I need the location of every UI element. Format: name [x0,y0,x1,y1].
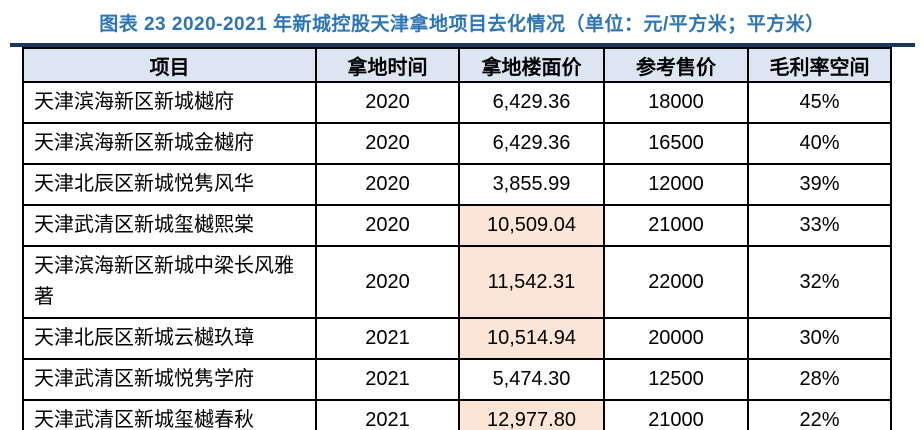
table-row: 天津滨海新区新城中梁长风雅著 2020 11,542.31 22000 32% [22,245,892,319]
table-body: 天津滨海新区新城樾府 2020 6,429.36 18000 45% 天津滨海新… [22,81,892,430]
table-row: 天津滨海新区新城金樾府 2020 6,429.36 16500 40% [22,122,892,165]
cell-land-date: 2020 [315,245,460,319]
cell-land-date: 2020 [315,122,460,165]
cell-project: 天津滨海新区新城中梁长风雅著 [22,245,317,319]
cell-project: 天津北辰区新城悦隽风华 [22,163,317,206]
cell-project: 天津滨海新区新城金樾府 [22,122,317,165]
cell-land-date: 2021 [315,399,460,430]
cell-floor-price: 3,855.99 [458,163,605,206]
cell-floor-price: 6,429.36 [458,122,605,165]
table-row: 天津北辰区新城悦隽风华 2020 3,855.99 12000 39% [22,163,892,206]
cell-gross-margin: 22% [747,399,892,430]
cell-gross-margin: 39% [747,163,892,206]
cell-gross-margin: 30% [747,317,892,360]
table-row: 天津武清区新城玺樾熙棠 2020 10,509.04 21000 33% [22,204,892,247]
cell-project: 天津北辰区新城云樾玖璋 [22,317,317,360]
cell-gross-margin: 32% [747,245,892,319]
cell-reference-price: 12000 [603,163,749,206]
header-gross-margin: 毛利率空间 [747,47,892,83]
land-projects-table: 项目 拿地时间 拿地楼面价 参考售价 毛利率空间 天津滨海新区新城樾府 2020… [22,47,892,430]
cell-land-date: 2020 [315,163,460,206]
header-project: 项目 [22,47,317,83]
cell-gross-margin: 33% [747,204,892,247]
cell-land-date: 2020 [315,204,460,247]
cell-project: 天津武清区新城玺樾春秋 [22,399,317,430]
header-land-date: 拿地时间 [315,47,460,83]
cell-floor-price: 11,542.31 [458,245,605,319]
cell-gross-margin: 45% [747,81,892,124]
cell-floor-price: 12,977.80 [458,399,605,430]
cell-reference-price: 18000 [603,81,749,124]
data-table-frame: 项目 拿地时间 拿地楼面价 参考售价 毛利率空间 天津滨海新区新城樾府 2020… [10,43,915,430]
cell-project: 天津武清区新城悦隽学府 [22,358,317,401]
table-row: 天津北辰区新城云樾玖璋 2021 10,514.94 20000 30% [22,317,892,360]
table-row: 天津滨海新区新城樾府 2020 6,429.36 18000 45% [22,81,892,124]
cell-project: 天津武清区新城玺樾熙棠 [22,204,317,247]
cell-reference-price: 20000 [603,317,749,360]
cell-reference-price: 21000 [603,204,749,247]
header-reference-price: 参考售价 [603,47,749,83]
cell-land-date: 2021 [315,358,460,401]
cell-land-date: 2020 [315,81,460,124]
cell-floor-price: 10,514.94 [458,317,605,360]
header-floor-price: 拿地楼面价 [458,47,605,83]
cell-gross-margin: 40% [747,122,892,165]
table-row: 天津武清区新城悦隽学府 2021 5,474.30 12500 28% [22,358,892,401]
cell-floor-price: 5,474.30 [458,358,605,401]
table-row: 天津武清区新城玺樾春秋 2021 12,977.80 21000 22% [22,399,892,430]
cell-reference-price: 16500 [603,122,749,165]
cell-reference-price: 22000 [603,245,749,319]
cell-gross-margin: 28% [747,358,892,401]
cell-floor-price: 6,429.36 [458,81,605,124]
cell-land-date: 2021 [315,317,460,360]
figure-title: 图表 23 2020-2021 年新城控股天津拿地项目去化情况（单位：元/平方米… [99,14,825,35]
cell-floor-price: 10,509.04 [458,204,605,247]
cell-reference-price: 12500 [603,358,749,401]
cell-reference-price: 21000 [603,399,749,430]
cell-project: 天津滨海新区新城樾府 [22,81,317,124]
header-row: 项目 拿地时间 拿地楼面价 参考售价 毛利率空间 [22,47,892,83]
